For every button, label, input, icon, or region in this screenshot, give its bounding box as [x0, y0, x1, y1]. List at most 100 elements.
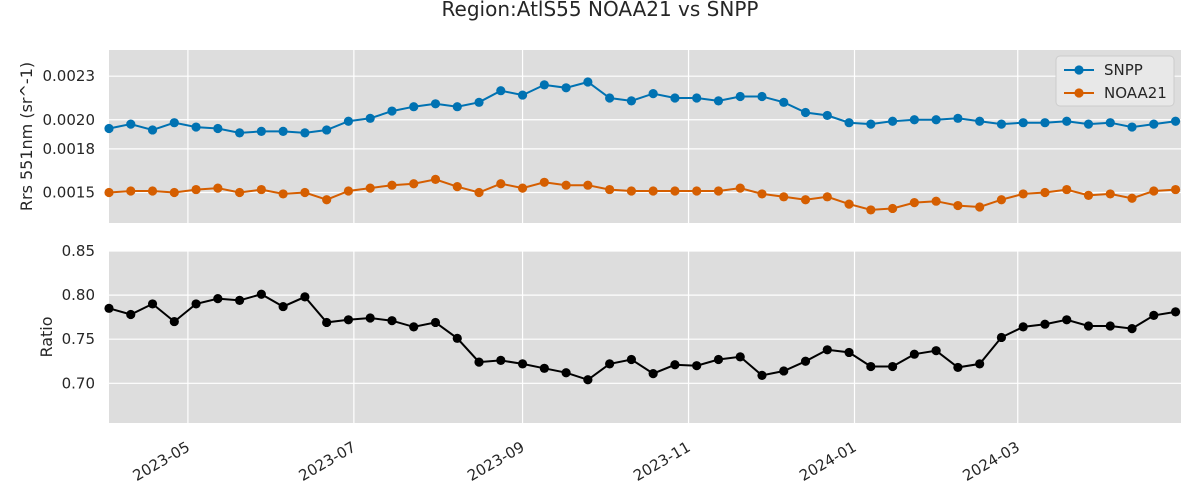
- series-ratio: [104, 289, 1181, 385]
- data-point: [583, 375, 593, 385]
- data-point: [343, 315, 354, 325]
- data-point: [474, 357, 484, 367]
- data-point: [213, 294, 223, 304]
- data-point: [583, 180, 593, 190]
- data-point: [953, 113, 963, 123]
- data-point: [126, 186, 136, 196]
- y-tick-label: 0.0015: [43, 183, 96, 201]
- legend-entry: SNPP: [1064, 61, 1143, 79]
- data-point: [909, 198, 919, 208]
- data-point: [931, 115, 941, 125]
- data-point: [800, 195, 811, 205]
- data-point: [169, 187, 179, 198]
- panel-bottom: 0.70 0.75 0.80 0.85 Ratio 2023-05 2023-07 2023-…: [37, 242, 1181, 485]
- data-point: [278, 126, 288, 137]
- data-point: [931, 346, 941, 356]
- x-tick-label: 2023-07: [296, 438, 359, 485]
- data-point: [800, 356, 811, 366]
- data-point: [343, 116, 354, 126]
- data-point: [605, 359, 615, 369]
- data-point: [1170, 116, 1181, 126]
- data-point: [735, 352, 745, 362]
- legend-swatch-marker: [1074, 88, 1084, 98]
- data-point: [605, 184, 615, 195]
- data-point: [605, 93, 615, 103]
- data-point: [1040, 187, 1050, 198]
- data-point: [409, 102, 419, 112]
- data-point: [931, 196, 941, 206]
- data-point: [953, 362, 963, 373]
- panel-top: 0.0015 0.0018 0.0020 0.0023 Rrs 551nm (sr^-1…: [17, 50, 1181, 223]
- data-point: [452, 333, 462, 343]
- data-point: [909, 349, 919, 359]
- data-point: [1062, 315, 1072, 325]
- legend-label: SNPP: [1104, 61, 1143, 79]
- data-point: [234, 187, 245, 198]
- data-point: [452, 102, 462, 112]
- data-point: [409, 322, 419, 332]
- data-point: [1105, 118, 1115, 128]
- data-point: [387, 180, 397, 190]
- data-point: [561, 83, 571, 93]
- data-point: [713, 96, 724, 106]
- legend-swatch-marker: [1074, 65, 1084, 75]
- data-point: [496, 179, 506, 189]
- legend-label: NOAA21: [1104, 84, 1167, 102]
- data-point: [822, 345, 832, 355]
- data-point: [887, 116, 898, 126]
- data-point: [670, 360, 680, 370]
- data-point: [191, 184, 201, 195]
- data-point: [1083, 119, 1094, 129]
- data-point: [866, 205, 876, 215]
- data-point: [757, 189, 767, 199]
- series-noaa21: [104, 174, 1181, 215]
- data-point: [996, 119, 1007, 129]
- data-point: [430, 174, 441, 184]
- data-point: [975, 116, 985, 126]
- data-point: [539, 177, 549, 187]
- plot-area-bottom: [109, 251, 1181, 423]
- data-point: [517, 183, 528, 193]
- data-point: [365, 313, 375, 323]
- data-point: [147, 125, 158, 135]
- data-point: [844, 199, 854, 209]
- data-point: [147, 186, 158, 196]
- y-tick-label: 0.85: [62, 242, 95, 260]
- data-point: [670, 186, 680, 196]
- data-point: [147, 299, 158, 309]
- data-point: [300, 187, 310, 198]
- data-point: [953, 200, 963, 211]
- data-point: [996, 332, 1007, 343]
- data-point: [1170, 307, 1181, 317]
- data-point: [452, 182, 462, 192]
- data-point: [278, 301, 288, 312]
- data-point: [256, 126, 266, 137]
- data-point: [648, 89, 658, 99]
- data-point: [1127, 193, 1137, 203]
- data-point: [365, 113, 375, 123]
- data-point: [300, 292, 310, 302]
- data-point: [648, 186, 658, 196]
- data-point: [169, 316, 179, 327]
- data-point: [213, 183, 223, 193]
- data-point: [517, 359, 528, 369]
- data-point: [1105, 321, 1115, 331]
- data-point: [126, 119, 136, 129]
- data-point: [1149, 119, 1159, 129]
- data-point: [779, 192, 789, 202]
- data-point: [648, 369, 658, 379]
- data-point: [322, 317, 332, 328]
- data-point: [626, 354, 636, 365]
- data-point: [1170, 184, 1181, 195]
- y-tick-label: 0.70: [62, 374, 95, 392]
- data-point: [757, 370, 767, 380]
- data-point: [1062, 184, 1072, 195]
- data-point: [322, 125, 332, 135]
- data-point: [822, 110, 832, 121]
- data-point: [387, 106, 397, 116]
- data-point: [713, 186, 724, 196]
- data-point: [866, 119, 876, 129]
- data-point: [430, 317, 441, 328]
- data-point: [735, 91, 745, 102]
